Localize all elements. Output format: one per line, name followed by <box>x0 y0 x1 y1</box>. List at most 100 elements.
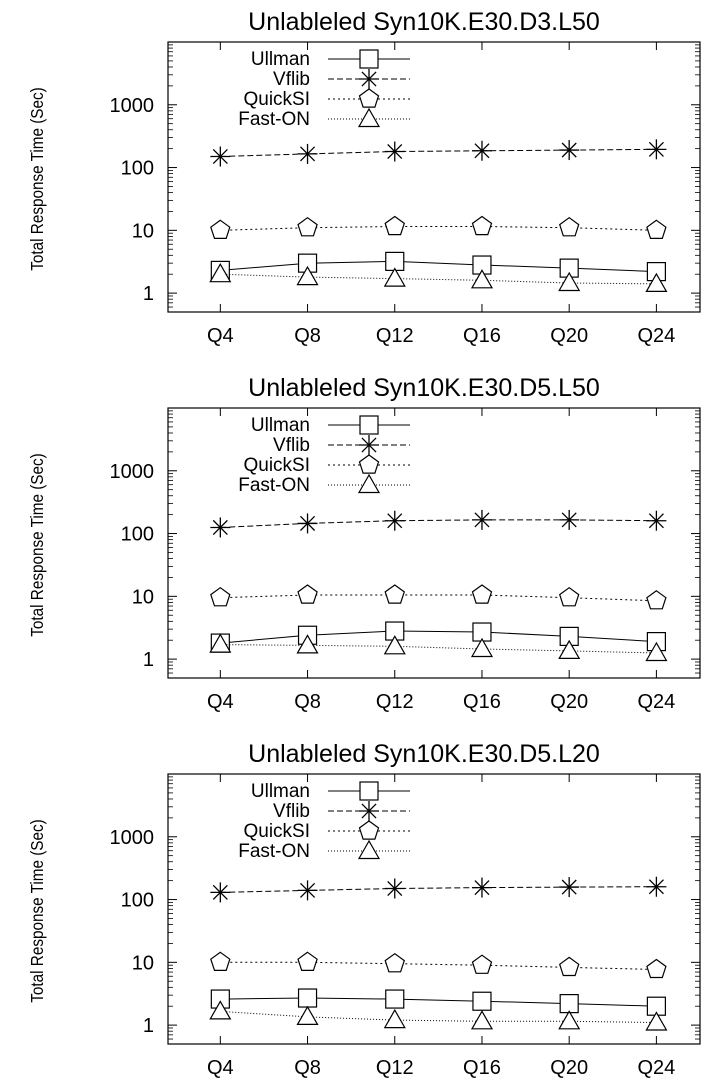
data-point <box>558 956 580 977</box>
y-tick-label: 1 <box>143 283 154 305</box>
data-point <box>297 584 318 604</box>
series-vflib <box>210 876 667 903</box>
series-line <box>220 273 657 285</box>
legend-label: Vflib <box>273 801 310 822</box>
series-line <box>220 226 657 231</box>
x-tick-label: Q24 <box>637 691 675 713</box>
data-point <box>209 262 232 283</box>
series-line <box>220 961 657 970</box>
legend-label: Fast-ON <box>238 109 310 130</box>
x-tick-label: Q12 <box>376 691 414 713</box>
data-point <box>384 510 405 531</box>
data-point <box>646 958 667 979</box>
data-point <box>297 216 318 237</box>
data-point <box>471 215 493 236</box>
legend-marker <box>359 801 379 821</box>
series-quicksi <box>210 951 667 979</box>
data-point <box>559 509 580 530</box>
plot-frame <box>167 407 701 679</box>
y-tick-label: 1000 <box>110 827 155 849</box>
data-point <box>646 510 667 531</box>
data-point <box>559 877 580 898</box>
data-point <box>210 586 231 607</box>
series-line <box>220 260 657 273</box>
data-point <box>384 141 405 162</box>
y-tick-label: 100 <box>121 524 154 546</box>
x-tick-label: Q16 <box>463 325 501 347</box>
x-tick-label: Q24 <box>637 325 675 347</box>
legend-label: Fast-ON <box>238 841 310 862</box>
data-point <box>470 1010 494 1030</box>
series-line <box>220 519 657 528</box>
data-point <box>296 265 319 286</box>
data-point <box>471 509 492 530</box>
data-point <box>470 637 494 658</box>
series-vflib <box>210 139 667 167</box>
data-point <box>471 954 493 974</box>
series-line <box>220 997 657 1007</box>
y-tick-label: 100 <box>121 890 154 912</box>
data-point <box>559 994 579 1014</box>
series-line <box>220 594 657 602</box>
legend-marker <box>359 49 379 69</box>
series-line <box>220 630 657 644</box>
data-point <box>297 988 318 1008</box>
legend-marker <box>359 781 379 801</box>
x-tick-label: Q8 <box>294 691 321 713</box>
data-point <box>296 1005 319 1025</box>
series-vflib <box>210 509 667 538</box>
data-point <box>210 219 231 239</box>
legend-label: QuickSI <box>243 455 310 476</box>
data-point <box>558 1010 581 1030</box>
data-point <box>645 272 668 292</box>
plot-frame <box>167 773 701 1045</box>
data-point <box>472 991 492 1011</box>
series-line <box>220 644 657 654</box>
legend-marker <box>357 473 381 494</box>
x-tick-label: Q4 <box>207 325 234 347</box>
legend-marker <box>359 69 379 89</box>
data-point <box>297 143 318 164</box>
data-point <box>645 641 668 662</box>
data-point <box>385 989 405 1009</box>
y-tick-label: 1000 <box>110 461 155 483</box>
x-tick-label: Q20 <box>550 325 588 347</box>
data-point <box>384 878 405 899</box>
data-point <box>297 880 318 901</box>
data-point <box>210 882 231 903</box>
x-tick-label: Q12 <box>376 325 414 347</box>
y-axis-label: Total Response Time (Sec) <box>27 87 47 270</box>
x-tick-label: Q24 <box>637 1057 675 1079</box>
y-tick-label: 10 <box>132 220 154 242</box>
chart-svg-2: Unlableled Syn10K.E30.D5.L50 1 10 100 1000 Q4… <box>27 374 701 713</box>
x-tick-label: Q4 <box>207 1057 234 1079</box>
y-tick-label: 1 <box>143 649 154 671</box>
legend-marker <box>358 88 380 108</box>
x-tick-label: Q16 <box>463 691 501 713</box>
data-point <box>209 633 232 653</box>
x-tick-label: Q20 <box>550 691 588 713</box>
data-point <box>471 877 492 898</box>
chart-title: Unlableled Syn10K.E30.D5.L20 <box>248 740 600 768</box>
legend-label: Vflib <box>273 435 310 456</box>
y-tick-label: 10 <box>132 952 154 974</box>
data-point <box>297 951 318 971</box>
y-tick-label: 10 <box>132 586 154 608</box>
legend-label: Ullman <box>251 415 310 436</box>
legend-marker <box>359 415 379 435</box>
series-line <box>220 1010 657 1023</box>
data-point <box>210 951 231 971</box>
chart-title: Unlableled Syn10K.E30.D3.L50 <box>248 8 600 36</box>
data-point <box>470 269 494 289</box>
data-point <box>384 584 406 604</box>
data-point <box>646 876 667 897</box>
y-tick-label: 1000 <box>110 95 155 117</box>
series-line <box>220 148 657 157</box>
data-point <box>646 590 667 610</box>
data-point <box>384 215 406 236</box>
legend-label: Vflib <box>273 69 310 90</box>
plot-frame <box>167 41 701 313</box>
